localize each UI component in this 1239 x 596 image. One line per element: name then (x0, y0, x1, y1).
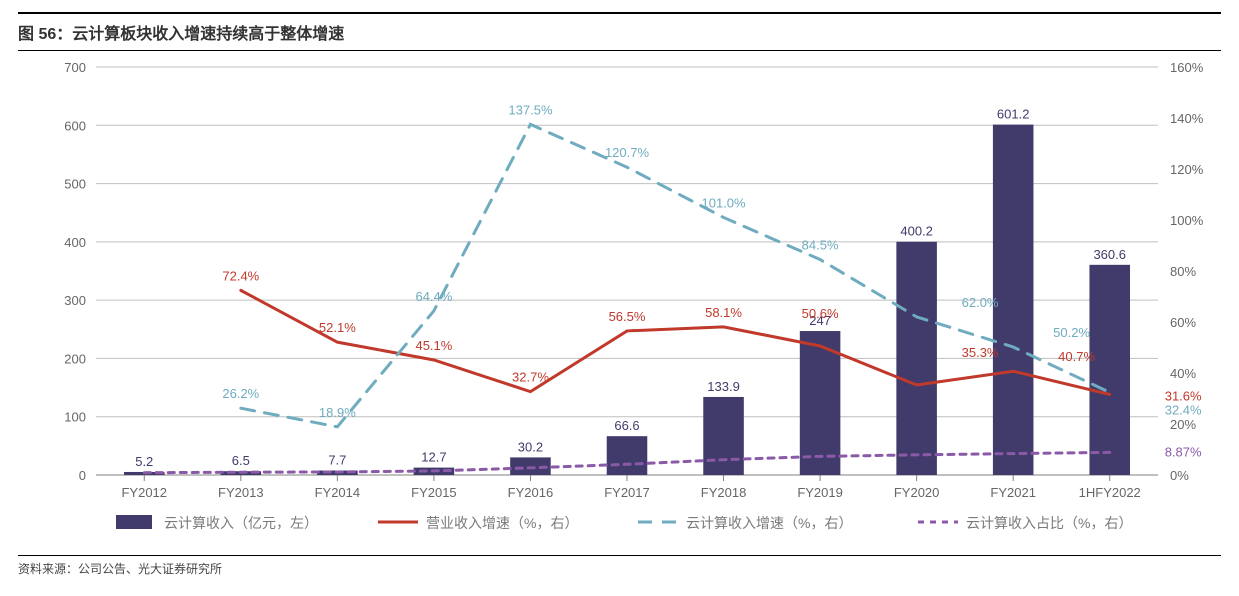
svg-text:50.2%: 50.2% (1053, 325, 1090, 340)
svg-text:600: 600 (64, 118, 86, 133)
svg-text:64.4%: 64.4% (415, 289, 452, 304)
svg-text:56.5%: 56.5% (609, 309, 646, 324)
chart-container: 0 100 200 300 400 500 600 700 0% 20% 40% 60% 80% 100%… (18, 55, 1218, 555)
source-note: 资料来源：公司公告、光大证券研究所 (18, 555, 1221, 577)
svg-text:40%: 40% (1170, 366, 1196, 381)
svg-text:云计算收入占比（%，右）: 云计算收入占比（%，右） (966, 515, 1132, 531)
svg-text:FY2012: FY2012 (121, 485, 167, 500)
svg-text:营业收入增速（%，右）: 营业收入增速（%，右） (426, 515, 578, 531)
svg-text:52.1%: 52.1% (319, 320, 356, 335)
svg-text:31.6%: 31.6% (1165, 388, 1202, 403)
svg-text:62.0%: 62.0% (962, 295, 999, 310)
svg-text:360.6: 360.6 (1093, 247, 1126, 262)
svg-text:5.2: 5.2 (135, 454, 153, 469)
svg-text:100%: 100% (1170, 213, 1204, 228)
svg-text:FY2020: FY2020 (894, 485, 940, 500)
svg-text:160%: 160% (1170, 60, 1204, 75)
svg-text:0: 0 (79, 468, 86, 483)
svg-text:FY2018: FY2018 (701, 485, 747, 500)
svg-text:8.87%: 8.87% (1165, 444, 1202, 459)
svg-text:400.2: 400.2 (900, 224, 933, 239)
svg-text:66.6: 66.6 (614, 418, 639, 433)
svg-text:6.5: 6.5 (232, 453, 250, 468)
svg-text:FY2015: FY2015 (411, 485, 457, 500)
svg-text:120.7%: 120.7% (605, 145, 650, 160)
svg-text:84.5%: 84.5% (802, 238, 839, 253)
svg-text:35.3%: 35.3% (962, 345, 999, 360)
svg-text:45.1%: 45.1% (415, 338, 452, 353)
svg-text:133.9: 133.9 (707, 379, 740, 394)
combo-chart: 0 100 200 300 400 500 600 700 0% 20% 40% 60% 80% 100%… (18, 55, 1218, 555)
svg-text:7.7: 7.7 (328, 453, 346, 468)
svg-text:40.7%: 40.7% (1058, 349, 1095, 364)
svg-text:0%: 0% (1170, 468, 1189, 483)
svg-text:32.4%: 32.4% (1165, 402, 1202, 417)
svg-text:12.7: 12.7 (421, 450, 446, 465)
svg-text:FY2021: FY2021 (990, 485, 1036, 500)
svg-text:137.5%: 137.5% (508, 102, 553, 117)
svg-text:700: 700 (64, 60, 86, 75)
svg-text:200: 200 (64, 351, 86, 366)
svg-text:72.4%: 72.4% (222, 268, 259, 283)
svg-text:100: 100 (64, 410, 86, 425)
svg-text:FY2014: FY2014 (315, 485, 361, 500)
svg-text:80%: 80% (1170, 264, 1196, 279)
chart-title: 图 56：云计算板块收入增速持续高于整体增速 (18, 12, 1221, 51)
svg-text:50.6%: 50.6% (802, 306, 839, 321)
svg-text:500: 500 (64, 177, 86, 192)
svg-text:FY2019: FY2019 (797, 485, 843, 500)
svg-text:140%: 140% (1170, 111, 1204, 126)
svg-text:18.9%: 18.9% (319, 405, 356, 420)
svg-text:FY2016: FY2016 (508, 485, 554, 500)
svg-text:32.7%: 32.7% (512, 370, 549, 385)
svg-text:20%: 20% (1170, 417, 1196, 432)
svg-text:400: 400 (64, 235, 86, 250)
svg-text:601.2: 601.2 (997, 107, 1030, 122)
svg-text:101.0%: 101.0% (701, 195, 746, 210)
svg-text:300: 300 (64, 293, 86, 308)
svg-text:26.2%: 26.2% (222, 386, 259, 401)
svg-text:30.2: 30.2 (518, 439, 543, 454)
svg-text:1HFY2022: 1HFY2022 (1079, 485, 1141, 500)
svg-text:58.1%: 58.1% (705, 305, 742, 320)
svg-text:云计算收入增速（%，右）: 云计算收入增速（%，右） (686, 515, 852, 531)
svg-text:云计算收入（亿元，左）: 云计算收入（亿元，左） (164, 515, 318, 531)
svg-text:60%: 60% (1170, 315, 1196, 330)
svg-text:FY2017: FY2017 (604, 485, 650, 500)
svg-text:FY2013: FY2013 (218, 485, 264, 500)
svg-text:120%: 120% (1170, 162, 1204, 177)
